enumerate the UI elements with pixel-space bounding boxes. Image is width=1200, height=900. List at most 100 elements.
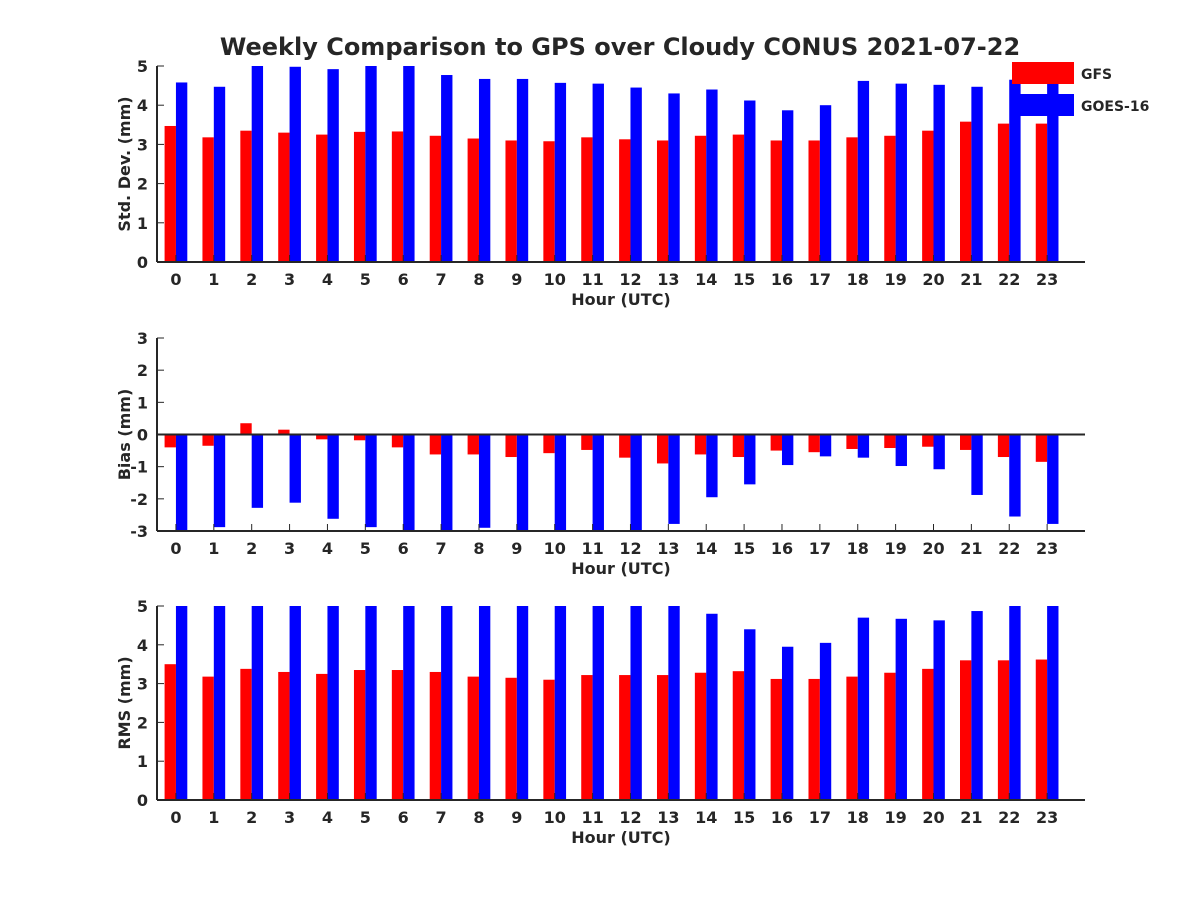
bar-goes-16-13 [668,93,680,262]
x-tick-label: 2 [246,270,257,289]
bar-gfs-4 [316,673,328,800]
bar-goes-16-16 [781,646,794,800]
bar-goes-16-15 [744,629,756,800]
bar-goes-16-4 [327,69,339,262]
bar-gfs-17 [808,678,820,800]
bar-goes-16-16 [781,434,794,466]
x-tick-label: 22 [998,539,1020,558]
y-tick-label: 0 [137,426,148,445]
bar-goes-16-15 [744,100,756,262]
bar-gfs-16 [770,140,782,262]
bar-gfs-14 [694,434,707,455]
y-tick-label: -2 [130,490,148,509]
x-tick-label: 13 [657,270,679,289]
bar-gfs-2 [240,423,252,435]
x-tick-label: 8 [473,808,484,827]
bar-gfs-4 [316,434,328,440]
bar-goes-16-11 [592,606,604,800]
bar-goes-16-20 [933,84,945,262]
bar-gfs-9 [505,677,517,800]
y-tick-label: 3 [137,329,148,348]
y-tick-label: 3 [137,135,148,154]
bar-goes-16-19 [895,618,907,800]
bar-goes-16-3 [289,66,301,262]
bar-gfs-3 [278,671,290,800]
x-tick-label: 18 [847,539,869,558]
x-tick-label: 18 [847,808,869,827]
bar-goes-16-22 [1009,434,1021,517]
bar-gfs-16 [770,434,782,451]
bar-goes-16-10 [554,82,567,262]
y-tick-label: 4 [137,96,148,115]
x-tick-label: 4 [322,808,333,827]
x-tick-label: 21 [960,808,982,827]
x-tick-label: 12 [619,539,641,558]
bar-gfs-2 [240,130,252,262]
x-tick-label: 15 [733,539,755,558]
bar-gfs-11 [581,675,593,800]
bar-gfs-7 [429,135,442,262]
x-tick-label: 4 [322,539,333,558]
bar-gfs-22 [997,434,1010,458]
bar-gfs-7 [429,671,442,800]
bar-goes-16-17 [819,642,832,800]
bar-goes-16-0 [175,434,188,531]
bar-goes-16-20 [933,434,945,470]
bar-gfs-3 [278,132,290,262]
bar-gfs-9 [505,140,517,262]
x-tick-label: 2 [246,808,257,827]
x-tick-label: 3 [284,808,295,827]
bar-gfs-0 [164,664,176,800]
bar-goes-16-23 [1047,434,1059,524]
bar-goes-16-5 [365,606,377,800]
bar-gfs-15 [732,671,745,800]
bar-gfs-13 [656,140,669,262]
bar-gfs-1 [202,434,214,446]
y-tick-label: -1 [130,458,148,477]
x-tick-label: 19 [884,270,906,289]
bar-gfs-21 [960,121,972,262]
bar-goes-16-22 [1009,606,1021,800]
bar-gfs-10 [543,679,555,800]
x-tick-label: 17 [809,539,831,558]
x-tick-label: 7 [436,270,447,289]
bar-gfs-12 [619,139,631,262]
x-tick-label: 23 [1036,808,1058,827]
bar-gfs-20 [922,434,934,447]
bar-gfs-22 [997,123,1010,263]
bar-gfs-18 [846,137,858,262]
x-tick-label: 13 [657,539,679,558]
y-tick-label: 2 [137,713,148,732]
bar-gfs-5 [353,434,366,441]
bar-gfs-5 [353,131,366,262]
x-tick-label: 12 [619,270,641,289]
x-tick-label: 10 [544,539,566,558]
bar-gfs-3 [278,429,290,435]
x-tick-label: 16 [771,808,793,827]
x-tick-label: 9 [511,539,522,558]
x-tick-label: 6 [398,270,409,289]
x-tick-label: 17 [809,808,831,827]
bar-gfs-11 [581,434,593,450]
bar-goes-16-18 [857,80,870,263]
bar-goes-16-17 [819,434,832,457]
bar-gfs-0 [164,434,176,448]
bar-gfs-23 [1035,434,1048,462]
bar-goes-16-19 [895,83,907,262]
x-tick-label: 6 [398,808,409,827]
y-tick-label: 3 [137,675,148,694]
x-tick-label: 13 [657,808,679,827]
bar-gfs-12 [619,675,631,800]
x-tick-label: 1 [208,270,219,289]
bar-goes-16-8 [478,606,491,800]
x-tick-label: 19 [884,808,906,827]
x-tick-label: 11 [581,270,603,289]
bar-gfs-6 [391,434,404,448]
x-tick-label: 23 [1036,270,1058,289]
x-tick-label: 0 [170,808,181,827]
bar-gfs-10 [543,141,555,262]
bar-gfs-1 [202,676,214,800]
